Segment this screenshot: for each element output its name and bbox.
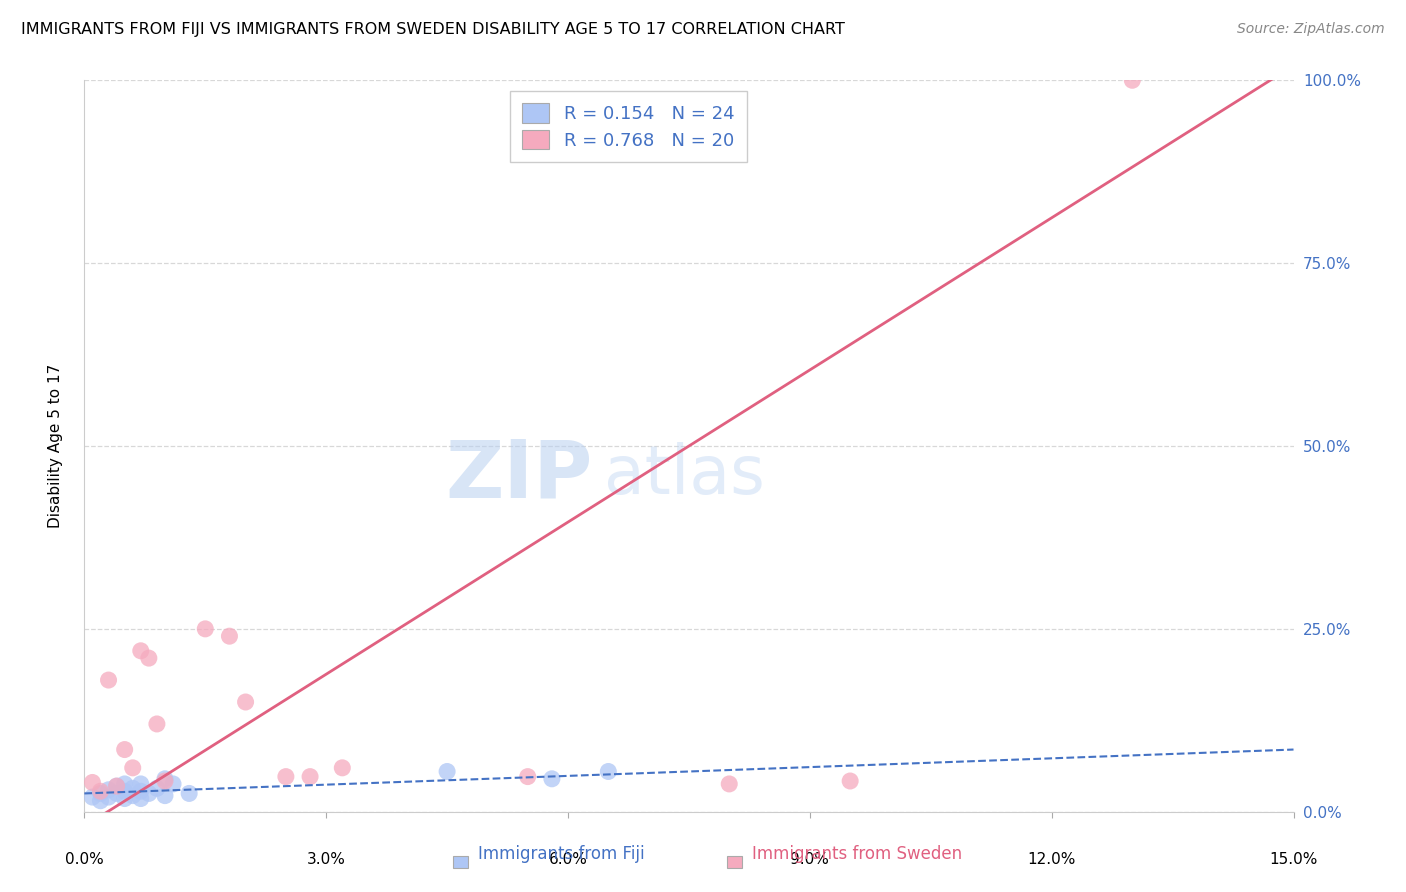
Text: Immigrants from Sweden: Immigrants from Sweden [752, 845, 962, 863]
Point [153, 789, 176, 803]
Point [89, 784, 111, 798]
Point [598, 764, 620, 779]
Point [97, 790, 120, 805]
Point [105, 779, 128, 793]
Text: IMMIGRANTS FROM FIJI VS IMMIGRANTS FROM SWEDEN DISABILITY AGE 5 TO 17 CORRELATIO: IMMIGRANTS FROM FIJI VS IMMIGRANTS FROM … [21, 22, 845, 37]
Point [436, 764, 458, 779]
Text: 0.0%: 0.0% [65, 852, 104, 867]
Point [121, 781, 143, 796]
Legend: R = 0.154   N = 24, R = 0.768   N = 20: R = 0.154 N = 24, R = 0.768 N = 20 [510, 91, 747, 162]
Point [129, 644, 152, 658]
Point [114, 791, 136, 805]
Text: ZIP: ZIP [444, 436, 592, 515]
Point [718, 777, 741, 791]
Text: 15.0%: 15.0% [1270, 852, 1317, 867]
Point [299, 770, 322, 784]
Text: 12.0%: 12.0% [1028, 852, 1076, 867]
Point [129, 791, 152, 805]
Point [330, 761, 353, 775]
Point [82, 790, 104, 805]
Point [97, 782, 120, 797]
Point [105, 787, 128, 801]
Point [89, 794, 111, 808]
Point [129, 784, 152, 798]
Point [97, 673, 120, 687]
Point [153, 772, 176, 786]
Text: Source: ZipAtlas.com: Source: ZipAtlas.com [1237, 22, 1385, 37]
Point [162, 777, 184, 791]
Point [516, 770, 538, 784]
Point [129, 777, 152, 791]
Point [839, 774, 862, 789]
Point [114, 742, 136, 756]
Text: Immigrants from Fiji: Immigrants from Fiji [478, 845, 645, 863]
Point [179, 787, 201, 801]
Point [146, 717, 169, 731]
Point [138, 651, 160, 665]
Point [105, 779, 128, 793]
Point [541, 772, 564, 786]
Text: 6.0%: 6.0% [548, 852, 588, 867]
Point [235, 695, 257, 709]
Point [274, 770, 297, 784]
Point [153, 774, 176, 789]
Y-axis label: Disability Age 5 to 17: Disability Age 5 to 17 [48, 364, 63, 528]
Point [1121, 73, 1143, 87]
Point [146, 781, 169, 796]
Point [121, 789, 143, 803]
Point [114, 777, 136, 791]
Point [194, 622, 217, 636]
Point [89, 787, 111, 801]
Point [114, 784, 136, 798]
Point [218, 629, 240, 643]
Text: 3.0%: 3.0% [307, 852, 346, 867]
Text: 9.0%: 9.0% [790, 852, 830, 867]
Point [138, 787, 160, 801]
Text: atlas: atlas [605, 442, 765, 508]
Point [82, 775, 104, 789]
Point [121, 761, 143, 775]
